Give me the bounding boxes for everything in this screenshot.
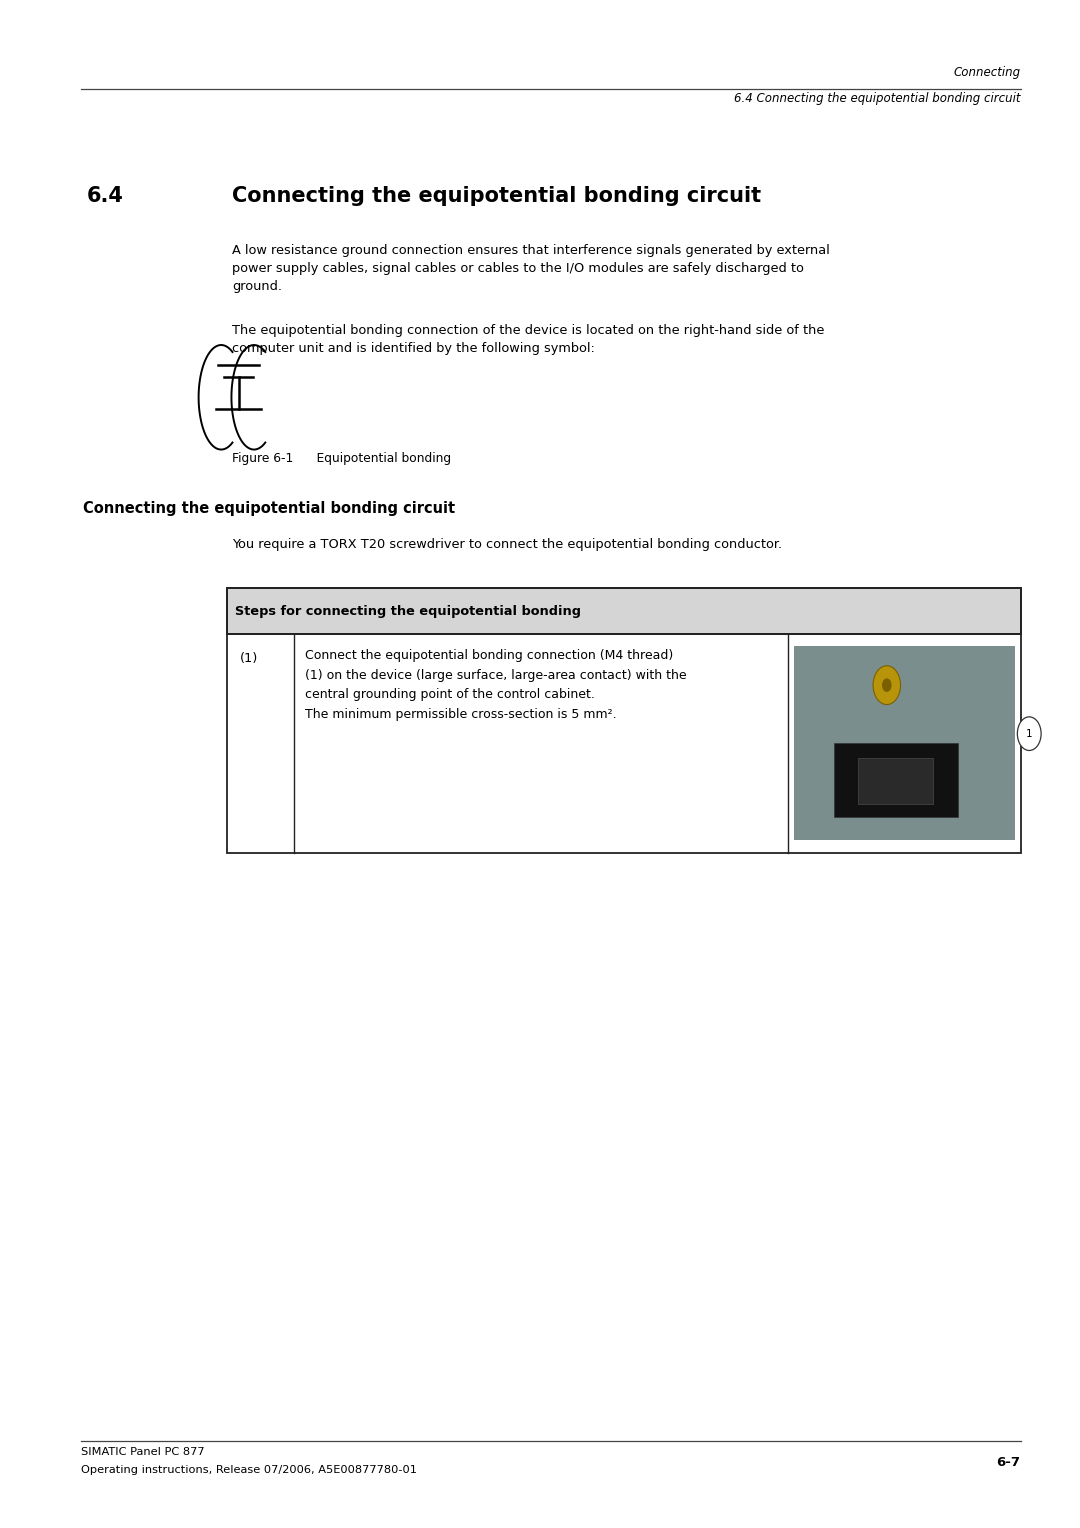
Text: Connect the equipotential bonding connection (M4 thread)
(1) on the device (larg: Connect the equipotential bonding connec… xyxy=(305,649,686,721)
Text: 6.4: 6.4 xyxy=(86,186,123,206)
Text: 6.4 Connecting the equipotential bonding circuit: 6.4 Connecting the equipotential bonding… xyxy=(734,92,1021,105)
Text: Connecting the equipotential bonding circuit: Connecting the equipotential bonding cir… xyxy=(83,501,456,516)
Bar xyxy=(227,588,1021,853)
Text: A low resistance ground connection ensures that interference signals generated b: A low resistance ground connection ensur… xyxy=(232,244,829,293)
Bar xyxy=(227,588,1021,634)
Text: You require a TORX T20 screwdriver to connect the equipotential bonding conducto: You require a TORX T20 screwdriver to co… xyxy=(232,538,782,552)
Bar xyxy=(859,758,933,804)
Text: Connecting the equipotential bonding circuit: Connecting the equipotential bonding cir… xyxy=(232,186,761,206)
Text: Figure 6-1      Equipotential bonding: Figure 6-1 Equipotential bonding xyxy=(232,452,451,466)
Text: The equipotential bonding connection of the device is located on the right-hand : The equipotential bonding connection of … xyxy=(232,324,824,354)
Bar xyxy=(834,744,958,817)
Text: Operating instructions, Release 07/2006, A5E00877780-01: Operating instructions, Release 07/2006,… xyxy=(81,1465,417,1476)
Text: (1): (1) xyxy=(240,652,258,666)
Circle shape xyxy=(1017,717,1041,750)
Text: SIMATIC Panel PC 877: SIMATIC Panel PC 877 xyxy=(81,1447,204,1458)
Circle shape xyxy=(882,678,892,692)
Text: Connecting: Connecting xyxy=(954,66,1021,78)
Bar xyxy=(794,646,1015,840)
Text: 1: 1 xyxy=(1026,729,1032,738)
Circle shape xyxy=(873,666,901,704)
Text: 6-7: 6-7 xyxy=(997,1456,1021,1470)
Text: Steps for connecting the equipotential bonding: Steps for connecting the equipotential b… xyxy=(235,605,581,617)
